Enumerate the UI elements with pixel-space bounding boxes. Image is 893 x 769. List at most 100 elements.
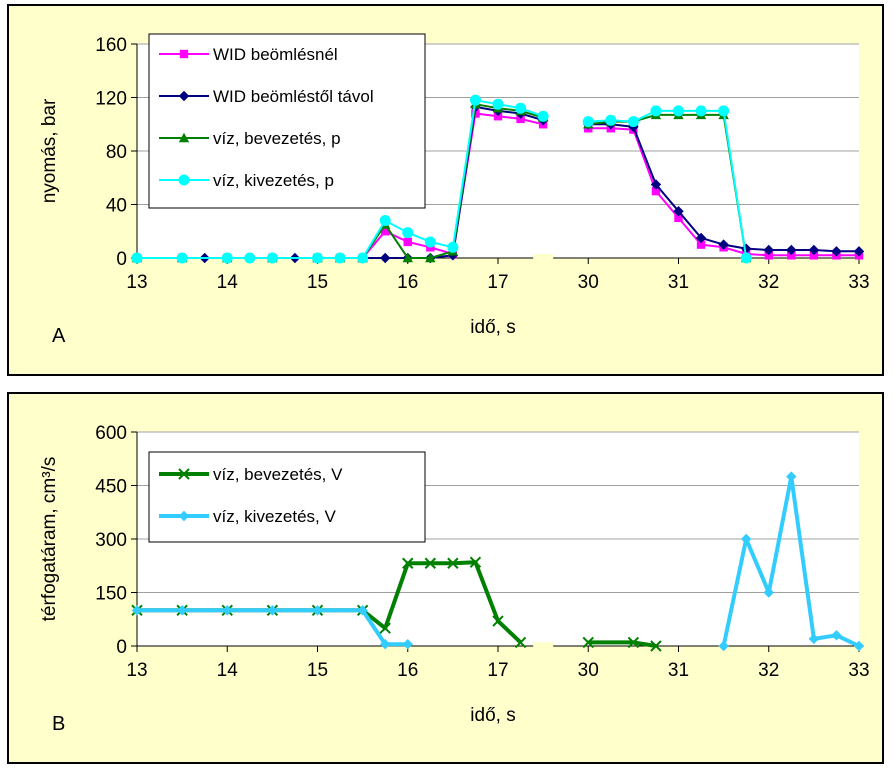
data-point (379, 215, 391, 227)
data-point (853, 246, 865, 257)
data-point (627, 116, 639, 128)
data-point (674, 213, 683, 223)
data-point (764, 251, 773, 260)
y-axis-title: nyomás, bar (39, 98, 60, 203)
x-tick-label: 14 (217, 660, 239, 681)
data-point (808, 244, 820, 256)
x-axis-title: idő, s (470, 705, 515, 726)
data-point (447, 241, 459, 253)
x-tick-label: 30 (578, 272, 599, 293)
y-tick-label: 600 (95, 423, 127, 444)
data-point (380, 227, 390, 236)
data-point (786, 471, 797, 482)
data-point (696, 240, 706, 249)
data-point (266, 252, 278, 264)
data-point (379, 252, 391, 264)
x-tick-label: 17 (487, 660, 508, 681)
y-tick-label: 0 (116, 249, 127, 270)
data-point (514, 636, 527, 649)
legend: víz, bevezetés, V víz, kivezetés, V (148, 451, 426, 543)
x-tick-label: 33 (848, 660, 869, 681)
y-tick-label: 120 (95, 89, 127, 110)
data-point (424, 236, 436, 248)
legend-box (148, 451, 426, 543)
y-tick-label: 300 (95, 530, 127, 551)
axis-break (533, 254, 554, 262)
data-point (402, 252, 413, 263)
data-point (808, 633, 820, 645)
data-point (424, 557, 437, 569)
legend-entry: víz, bevezetés, p (213, 129, 341, 148)
legend-entry: WID beömléstől távol (213, 87, 374, 106)
x-tick-label: 30 (578, 660, 599, 681)
y-tick-label: 150 (95, 584, 127, 605)
legend-entry: víz, kivezetés, p (213, 171, 334, 190)
data-point (582, 116, 594, 128)
data-point (402, 557, 414, 569)
data-point (402, 227, 414, 239)
data-point (492, 98, 504, 110)
data-point (809, 251, 819, 260)
data-point (650, 179, 662, 190)
data-point (379, 622, 391, 634)
x-tick-label: 15 (307, 660, 328, 681)
chart-a-svg: 0 40 80 120 160 13 14 15 16 17 30 31 32 33 idő, s nyomá… (39, 33, 870, 347)
x-tick-label: 14 (217, 272, 239, 293)
data-point (179, 49, 189, 59)
data-point (447, 557, 459, 569)
axis-break (533, 642, 554, 650)
y-tick-label: 160 (95, 35, 127, 56)
data-point (695, 105, 707, 117)
data-point (334, 252, 346, 264)
data-point (312, 252, 323, 264)
data-point (718, 239, 729, 250)
x-tick-label: 31 (668, 660, 689, 681)
data-point (471, 109, 480, 118)
x-tick-label: 32 (758, 272, 779, 293)
x-tick-label: 16 (397, 660, 418, 681)
data-point (469, 556, 482, 568)
data-point (695, 232, 707, 244)
data-point (651, 186, 661, 196)
data-point (650, 640, 662, 652)
data-point (244, 252, 256, 264)
data-point (650, 105, 662, 117)
y-tick-label: 40 (106, 196, 127, 217)
panel-label: B (52, 713, 65, 735)
x-axis-title: idő, s (470, 317, 515, 338)
data-point (853, 640, 865, 652)
x-tick-label: 13 (126, 660, 147, 681)
data-point (178, 510, 190, 522)
x-tick-label: 31 (668, 272, 689, 293)
data-point (787, 251, 796, 260)
data-point (178, 468, 190, 480)
y-tick-label: 450 (95, 477, 127, 498)
panel-label: A (52, 325, 66, 347)
data-point (221, 252, 233, 264)
legend-entry: víz, bevezetés, V (213, 465, 343, 484)
x-tick-label: 32 (758, 660, 779, 681)
data-point (740, 252, 752, 264)
chart-panel-b: 0 150 300 450 600 13 14 15 16 17 30 31 32 33 idő, s tér… (7, 392, 884, 764)
data-point (492, 615, 504, 627)
y-tick-label: 80 (106, 142, 127, 163)
data-point (673, 105, 684, 117)
x-tick-label: 15 (307, 272, 328, 293)
data-point (493, 112, 503, 121)
data-point (178, 174, 190, 186)
data-point (516, 114, 525, 124)
x-tick-label: 33 (848, 272, 869, 293)
data-point (131, 252, 143, 264)
chart-panel-a: 0 40 80 120 160 13 14 15 16 17 30 31 32 33 idő, s nyomá… (7, 4, 884, 376)
data-point (831, 246, 842, 257)
data-point (718, 640, 729, 652)
data-point (178, 132, 190, 143)
data-point (402, 639, 413, 650)
legend-entry: WID beömlésnél (213, 45, 338, 64)
data-point (178, 90, 190, 102)
data-point (582, 636, 594, 649)
data-point (515, 102, 527, 114)
data-point (605, 114, 617, 126)
legend-entry: víz, kivezetés, V (213, 507, 336, 526)
chart-b-svg: 0 150 300 450 600 13 14 15 16 17 30 31 32 33 idő, s tér… (39, 423, 870, 735)
